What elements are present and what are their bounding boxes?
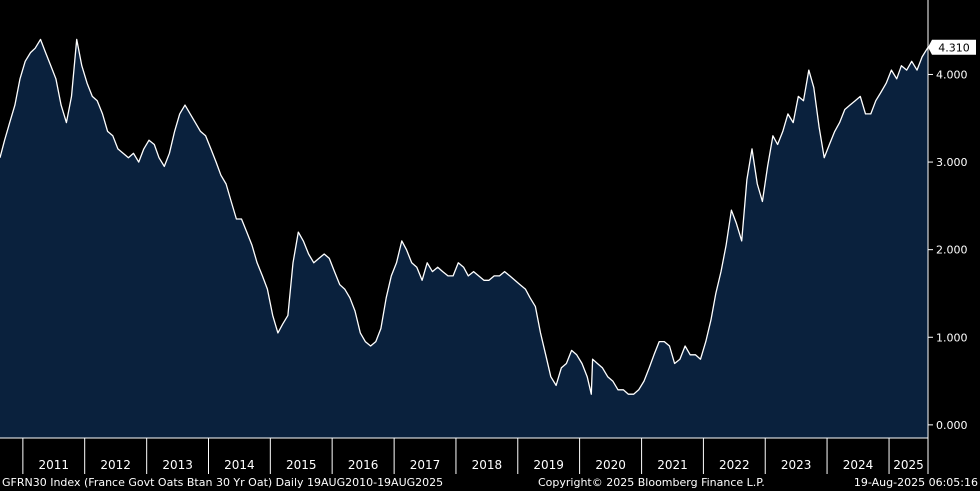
- x-tick-label: 2013: [162, 458, 193, 472]
- series-area: [0, 39, 928, 439]
- y-tick-label: 2.000: [936, 244, 968, 257]
- axes-layer: [0, 0, 929, 474]
- series-line: [0, 38, 929, 395]
- footer-security-info: GFRN30 Index (France Govt Oats Btan 30 Y…: [2, 476, 444, 489]
- x-tick-label: 2025: [893, 458, 924, 472]
- line-layer: [0, 38, 929, 395]
- y-tick-label: 0.000: [936, 419, 968, 432]
- x-tick-label: 2023: [781, 458, 812, 472]
- x-tick-layer: 2011 2012 2013 2014 2015 2016 2017 2018 2019 2020…: [22, 438, 924, 474]
- x-tick-label: 2020: [595, 458, 626, 472]
- x-tick-label: 2018: [472, 458, 503, 472]
- x-tick-label: 2012: [100, 458, 131, 472]
- last-value-box: [928, 39, 976, 55]
- footer-timestamp: 19-Aug-2025 06:05:16: [853, 476, 978, 489]
- y-tick-label: 1.000: [936, 331, 968, 344]
- last-value-layer: 4.310: [928, 39, 976, 55]
- x-tick-label: 2022: [719, 458, 750, 472]
- x-tick-label: 2019: [533, 458, 564, 472]
- x-tick-label: 2024: [843, 458, 874, 472]
- y-tick-label: 4.000: [936, 68, 968, 81]
- y-tick-layer: 0.000 1.000 2.000 3.000 4.000: [928, 68, 968, 432]
- area-layer: [0, 39, 928, 439]
- last-value-label: 4.310: [938, 41, 970, 54]
- footer-copyright: Copyright© 2025 Bloomberg Finance L.P.: [538, 476, 765, 489]
- x-tick-label: 2021: [657, 458, 688, 472]
- x-tick-label: 2016: [348, 458, 379, 472]
- x-tick-label: 2015: [286, 458, 317, 472]
- footer-bar: GFRN30 Index (France Govt Oats Btan 30 Y…: [0, 474, 980, 491]
- x-tick-label: 2011: [39, 458, 70, 472]
- y-tick-label: 3.000: [936, 156, 968, 169]
- x-tick-label: 2014: [224, 458, 255, 472]
- x-tick-label: 2017: [410, 458, 441, 472]
